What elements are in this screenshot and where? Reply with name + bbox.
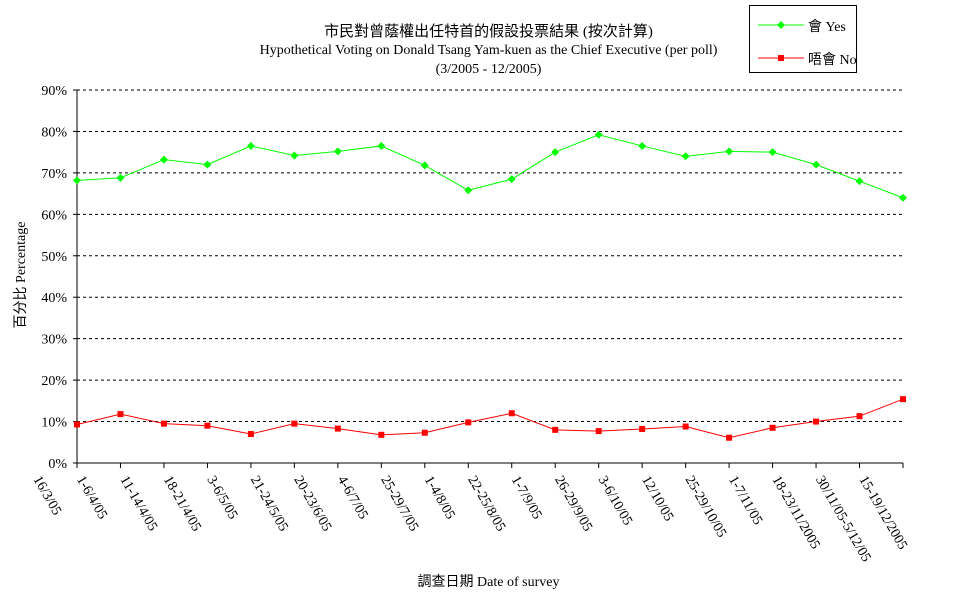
data-point-yes bbox=[899, 193, 907, 202]
data-point-no bbox=[639, 426, 646, 433]
data-point-no bbox=[726, 434, 733, 441]
x-tick-label: 1-4/8/05 bbox=[421, 474, 458, 523]
legend: 會 Yes 唔會 No bbox=[749, 5, 857, 73]
y-tick-label: 50% bbox=[41, 250, 67, 265]
x-tick-label: 11-14/4/05 bbox=[116, 474, 159, 534]
x-tick-label: 18-23/11/2005 bbox=[769, 474, 823, 552]
x-tick-label: 12/10/05 bbox=[638, 474, 676, 525]
chart-period: (3/2005 - 12/2005) bbox=[435, 62, 542, 77]
data-point-no bbox=[291, 420, 298, 427]
data-point-no bbox=[378, 431, 385, 438]
data-point-yes bbox=[116, 173, 125, 182]
data-point-yes bbox=[333, 147, 342, 156]
data-point-no bbox=[160, 420, 167, 427]
data-point-no bbox=[682, 423, 689, 430]
data-point-no bbox=[769, 424, 776, 431]
data-point-no bbox=[552, 426, 559, 433]
x-tick-label: 1-6/4/05 bbox=[73, 474, 110, 523]
x-tick-label: 16/3/05 bbox=[30, 474, 64, 519]
y-tick-label: 30% bbox=[41, 333, 67, 348]
data-point-no bbox=[508, 410, 515, 417]
data-point-yes bbox=[203, 160, 212, 169]
data-point-no bbox=[334, 425, 341, 432]
data-point-yes bbox=[768, 148, 777, 157]
data-point-yes bbox=[507, 175, 516, 184]
series-layer bbox=[73, 130, 907, 441]
x-tick-label: 18-21/4/05 bbox=[160, 474, 204, 535]
series-line bbox=[76, 134, 904, 199]
legend-label-no: 唔會 No bbox=[808, 53, 857, 68]
y-tick-label: 10% bbox=[41, 416, 67, 431]
y-axis-label: 百分比 Percentage bbox=[14, 221, 29, 329]
data-point-yes bbox=[594, 130, 603, 139]
x-tick-label: 3-6/5/05 bbox=[203, 474, 240, 523]
x-axis-label: 調查日期 Date of survey bbox=[417, 575, 560, 590]
data-point-no bbox=[74, 421, 80, 428]
x-tick-label: 25-29/10/05 bbox=[682, 474, 729, 541]
x-tick-label: 3-6/10/05 bbox=[595, 474, 635, 529]
y-tick-label: 20% bbox=[41, 374, 67, 389]
data-point-yes bbox=[725, 147, 734, 156]
data-point-yes bbox=[464, 186, 473, 195]
data-point-no bbox=[465, 419, 472, 426]
data-point-no bbox=[856, 413, 863, 420]
x-tick-label: 26-29/9/05 bbox=[551, 474, 595, 535]
data-point-no bbox=[117, 411, 124, 418]
y-tick-label: 90% bbox=[41, 84, 67, 99]
x-tick-label: 25-29/7/05 bbox=[377, 474, 421, 535]
data-point-yes bbox=[681, 152, 690, 161]
chart-subtitle: Hypothetical Voting on Donald Tsang Yam-… bbox=[259, 43, 718, 58]
data-point-no bbox=[204, 422, 211, 429]
y-tick-label: 60% bbox=[41, 208, 67, 223]
legend-marker-yes bbox=[758, 21, 804, 29]
x-tick-labels: 16/3/05 1-6/4/05 11-14/4/05 18-21/4/05 3-6/5… bbox=[30, 474, 910, 565]
x-tick-label: 1-7/11/05 bbox=[725, 474, 765, 528]
x-tick-label: 1-7/9/05 bbox=[508, 474, 545, 523]
x-tick-label: 20-23/6/05 bbox=[290, 474, 334, 535]
data-point-yes bbox=[855, 177, 864, 186]
series-line bbox=[76, 398, 904, 439]
data-point-yes bbox=[290, 151, 299, 160]
data-point-yes bbox=[551, 148, 560, 157]
y-tick-labels: 0% 10% 20% 30% 40% 50% 60% 70% 80% 90% bbox=[41, 84, 67, 472]
x-tick-label: 22-25/8/05 bbox=[464, 474, 508, 535]
grid-lines bbox=[77, 89, 903, 423]
legend-marker-no bbox=[758, 55, 804, 61]
axes bbox=[73, 89, 904, 468]
y-tick-label: 70% bbox=[41, 167, 67, 182]
data-point-no bbox=[421, 429, 428, 436]
data-point-no bbox=[247, 430, 254, 437]
data-point-yes bbox=[73, 176, 81, 185]
legend-item-no: 唔會 No bbox=[750, 48, 857, 68]
data-point-yes bbox=[638, 141, 647, 150]
data-point-no bbox=[595, 428, 602, 435]
data-point-no bbox=[900, 396, 906, 403]
data-point-yes bbox=[420, 161, 429, 170]
data-point-yes bbox=[377, 141, 386, 150]
y-tick-label: 40% bbox=[41, 291, 67, 306]
data-point-yes bbox=[812, 160, 821, 169]
y-tick-label: 80% bbox=[41, 125, 67, 140]
chart-title: 市民對曾蔭權出任特首的假設投票結果 (按次計算) bbox=[324, 24, 653, 40]
data-point-yes bbox=[246, 141, 255, 150]
legend-label-yes: 會 Yes bbox=[808, 20, 846, 35]
data-point-no bbox=[813, 418, 820, 425]
y-tick-label: 0% bbox=[48, 457, 67, 472]
data-point-yes bbox=[159, 155, 168, 164]
x-tick-label: 4-6/7/05 bbox=[334, 474, 371, 523]
legend-item-yes: 會 Yes bbox=[750, 15, 856, 35]
x-tick-label: 21-24/5/05 bbox=[247, 474, 291, 535]
